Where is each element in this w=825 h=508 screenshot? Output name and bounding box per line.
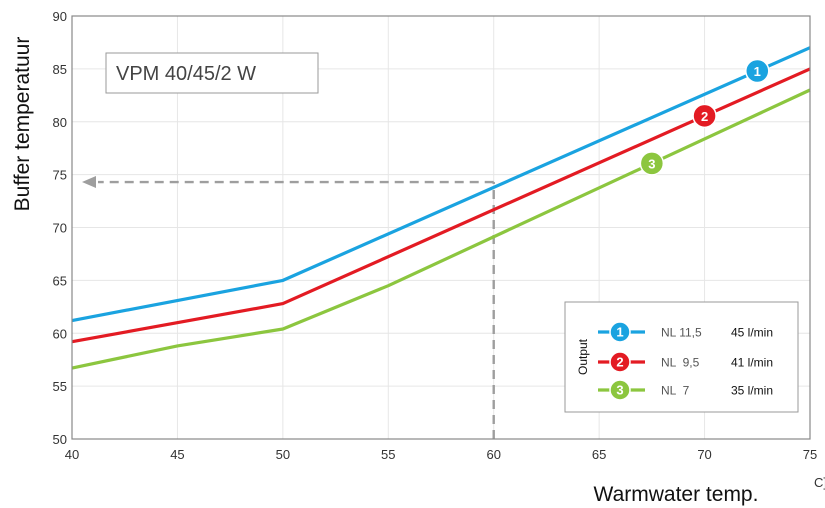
series-badges: 1 2 3 xyxy=(639,58,770,176)
series-badge-1 xyxy=(745,58,770,84)
legend-badge-number: 2 xyxy=(616,355,623,370)
legend-entry-flow: 45 l/min xyxy=(731,326,773,340)
product-label-box: VPM 40/45/2 W xyxy=(105,52,319,94)
y-tick-label: 55 xyxy=(53,379,67,394)
legend-badge-number: 3 xyxy=(616,383,623,398)
x-axis-unit-clipped: C] xyxy=(814,475,825,490)
x-tick-label: 70 xyxy=(697,447,711,462)
x-tick-label: 60 xyxy=(486,447,500,462)
legend-entry-name: NL 7 xyxy=(661,384,690,398)
legend-entry-name: NL 9,5 xyxy=(661,356,700,370)
y-axis-title: Buffer temperatuur xyxy=(11,37,34,212)
legend-badge-2 xyxy=(609,351,631,373)
product-label: VPM 40/45/2 W xyxy=(116,63,256,85)
series-badge-number: 3 xyxy=(648,156,655,171)
x-axis-title: Warmwater temp. xyxy=(594,483,759,506)
series-badge-3 xyxy=(639,151,665,176)
x-tick-label: 45 xyxy=(170,447,184,462)
x-tick-label: 50 xyxy=(276,447,290,462)
y-tick-label: 70 xyxy=(53,221,67,236)
plot-frame xyxy=(71,15,811,440)
x-tick-label: 40 xyxy=(65,447,79,462)
y-tick-label: 65 xyxy=(53,273,67,288)
legend: Output 1 NL 11,5 45 l/min 2 NL 9,5 41 l/min 3 N… xyxy=(564,301,799,413)
y-tick-label: 60 xyxy=(53,326,67,341)
legend-box xyxy=(564,301,799,413)
annotation-lines xyxy=(82,176,495,439)
y-tick-label: 50 xyxy=(53,432,67,447)
legend-badge-number: 1 xyxy=(616,325,623,340)
y-tick-label: 80 xyxy=(53,115,67,130)
x-tick-label: 75 xyxy=(803,447,817,462)
y-tick-label: 75 xyxy=(53,168,67,183)
legend-entry-flow: 41 l/min xyxy=(731,356,773,370)
series-line-1 xyxy=(71,46,811,323)
legend-badge-3 xyxy=(609,379,631,401)
series-line-3 xyxy=(71,88,811,370)
series-badge-number: 1 xyxy=(754,64,761,79)
series-badge-number: 2 xyxy=(701,109,708,124)
legend-entry-name: NL 11,5 xyxy=(661,326,702,340)
legend-entry-flow: 35 l/min xyxy=(731,384,773,398)
series-line-2 xyxy=(71,67,811,344)
x-tick-label: 55 xyxy=(381,447,395,462)
x-tick-labels: 40 45 50 55 60 65 70 75 xyxy=(65,447,817,462)
y-tick-label: 90 xyxy=(53,9,67,24)
x-tick-label: 65 xyxy=(592,447,606,462)
legend-badge-1 xyxy=(609,321,631,343)
series-badge-2 xyxy=(692,103,717,129)
y-tick-labels: 50 55 60 65 70 75 80 85 90 xyxy=(53,9,67,447)
legend-title: Output xyxy=(576,338,590,375)
y-tick-label: 85 xyxy=(53,62,67,77)
annotation-arrowhead xyxy=(82,176,96,189)
series-group xyxy=(71,46,811,370)
